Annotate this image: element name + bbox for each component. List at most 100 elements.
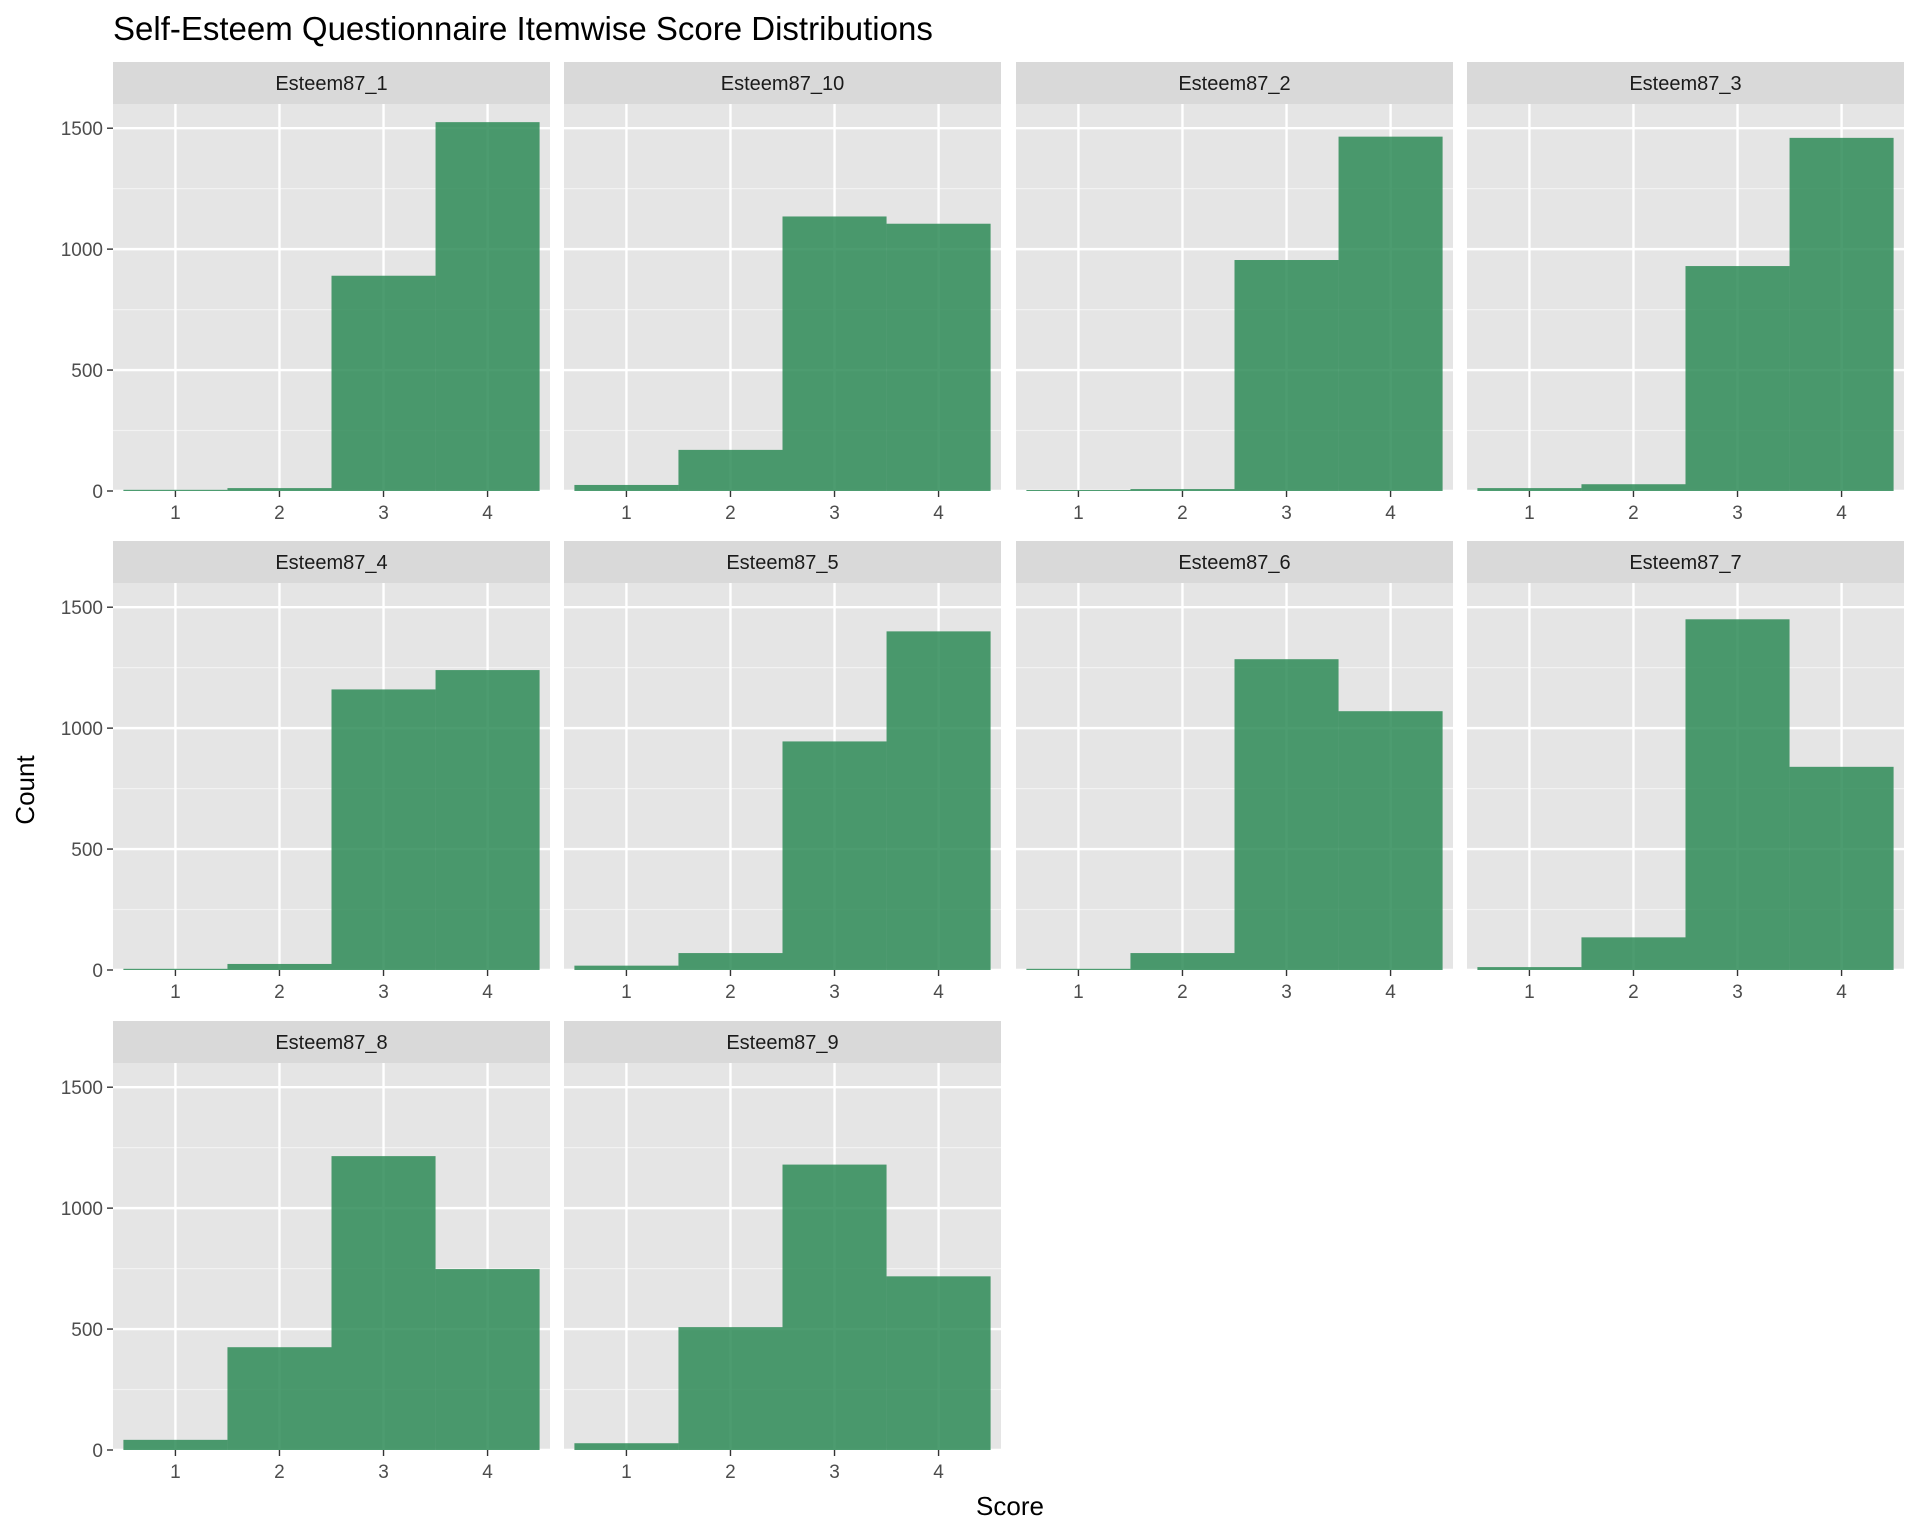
x-tick-label: 4 (1385, 982, 1396, 1003)
facet-strip-label: Esteem87_4 (275, 552, 387, 574)
x-tick-label: 1 (170, 982, 181, 1003)
y-tick-label: 1000 (61, 240, 103, 261)
histogram-bar (1026, 968, 1131, 970)
x-tick-label: 4 (482, 982, 493, 1003)
x-tick-label: 1 (621, 982, 632, 1003)
x-tick-label: 3 (1281, 503, 1292, 524)
histogram-bar (574, 1443, 679, 1450)
x-tick-label: 4 (1836, 503, 1847, 524)
facet-strip-label: Esteem87_8 (275, 1032, 387, 1054)
x-tick-label: 3 (829, 503, 840, 524)
histogram-bar (227, 1347, 332, 1450)
facet-panel: Esteem87_8 1 2 3 4 0 500 1000 1500 (61, 1021, 550, 1483)
x-tick-label: 3 (378, 982, 389, 1003)
facet-strip-label: Esteem87_3 (1629, 73, 1741, 95)
x-tick-label: 1 (1524, 982, 1535, 1003)
x-tick-label: 2 (1177, 982, 1188, 1003)
facet-panel: Esteem87_10 1 2 3 4 (564, 62, 1001, 524)
y-tick-label: 1000 (61, 719, 103, 740)
x-tick-label: 3 (829, 982, 840, 1003)
facet-strip-label: Esteem87_2 (1178, 73, 1290, 95)
histogram-bar (1477, 967, 1582, 970)
histogram-bar (1581, 484, 1686, 491)
y-tick-label: 500 (71, 361, 103, 382)
x-tick-label: 3 (1732, 982, 1743, 1003)
facet-strip (564, 1021, 1001, 1063)
x-tick-label: 4 (482, 1462, 493, 1483)
x-tick-label: 2 (274, 1462, 285, 1483)
x-tick-label: 2 (1177, 503, 1188, 524)
x-tick-label: 1 (170, 1462, 181, 1483)
x-tick-label: 2 (1628, 982, 1639, 1003)
facet-strip-label: Esteem87_5 (726, 552, 838, 574)
x-tick-label: 4 (933, 1462, 944, 1483)
histogram-bar (123, 1439, 228, 1450)
x-tick-label: 1 (170, 503, 181, 524)
histogram-bar (227, 488, 332, 491)
chart-title: Self-Esteem Questionnaire Itemwise Score… (113, 10, 933, 47)
histogram-bar (1581, 937, 1686, 970)
histogram-bar (1789, 137, 1894, 492)
facet-strip (564, 62, 1001, 104)
facet-panel: Esteem87_4 1 2 3 4 0 500 1000 1500 (61, 541, 550, 1003)
x-tick-label: 2 (1628, 503, 1639, 524)
x-tick-label: 3 (1281, 982, 1292, 1003)
facet-strip (1016, 62, 1453, 104)
histogram-bar (435, 670, 540, 970)
facet-strip (1467, 62, 1904, 104)
histogram-bar (678, 953, 783, 970)
facet-panel: Esteem87_7 1 2 3 4 (1467, 541, 1904, 1003)
x-tick-label: 3 (1732, 503, 1743, 524)
histogram-bar (123, 489, 228, 491)
facet-strip-label: Esteem87_1 (275, 73, 387, 95)
y-tick-label: 1000 (61, 1199, 103, 1220)
facet-strip (1467, 541, 1904, 583)
histogram-bar (1685, 619, 1790, 970)
y-tick-label: 500 (71, 840, 103, 861)
facet-panel: Esteem87_3 1 2 3 4 (1467, 62, 1904, 524)
facet-strip (1016, 541, 1453, 583)
facet-panel: Esteem87_6 1 2 3 4 (1016, 541, 1453, 1003)
x-tick-label: 2 (274, 503, 285, 524)
x-axis-title: Score (976, 1491, 1044, 1521)
histogram-bar (574, 965, 679, 970)
facet-strip-label: Esteem87_9 (726, 1032, 838, 1054)
histogram-bar (1130, 489, 1235, 491)
facet-strip-label: Esteem87_10 (721, 73, 844, 95)
x-tick-label: 2 (725, 503, 736, 524)
x-tick-label: 2 (725, 982, 736, 1003)
y-tick-label: 0 (92, 482, 103, 503)
x-tick-label: 1 (1073, 503, 1084, 524)
histogram-bar (1234, 260, 1339, 491)
histogram-bar (1338, 711, 1443, 970)
y-tick-label: 1500 (61, 119, 103, 140)
histogram-bar (331, 689, 436, 970)
histogram-bar (123, 968, 228, 970)
x-tick-label: 1 (621, 1462, 632, 1483)
histogram-bar (1685, 266, 1790, 491)
x-tick-label: 2 (725, 1462, 736, 1483)
x-tick-label: 3 (829, 1462, 840, 1483)
y-tick-label: 1500 (61, 598, 103, 619)
histogram-bar (678, 449, 783, 491)
y-tick-label: 0 (92, 1441, 103, 1462)
y-tick-label: 1500 (61, 1078, 103, 1099)
facet-panel: Esteem87_5 1 2 3 4 (564, 541, 1001, 1003)
histogram-bar (435, 1269, 540, 1450)
facet-strip-label: Esteem87_6 (1178, 552, 1290, 574)
facet-strip (564, 541, 1001, 583)
x-tick-label: 3 (378, 503, 389, 524)
histogram-bar (886, 1276, 991, 1450)
facet-panel: Esteem87_9 1 2 3 4 (564, 1021, 1001, 1483)
facet-strip-label: Esteem87_7 (1629, 552, 1741, 574)
histogram-bar (886, 223, 991, 491)
facet-strip (113, 62, 550, 104)
histogram-bar (1477, 488, 1582, 491)
x-tick-label: 4 (933, 503, 944, 524)
histogram-bar (1789, 766, 1894, 970)
facet-strip (113, 1021, 550, 1063)
histogram-bar (782, 1164, 887, 1450)
histogram-bar (1338, 136, 1443, 491)
